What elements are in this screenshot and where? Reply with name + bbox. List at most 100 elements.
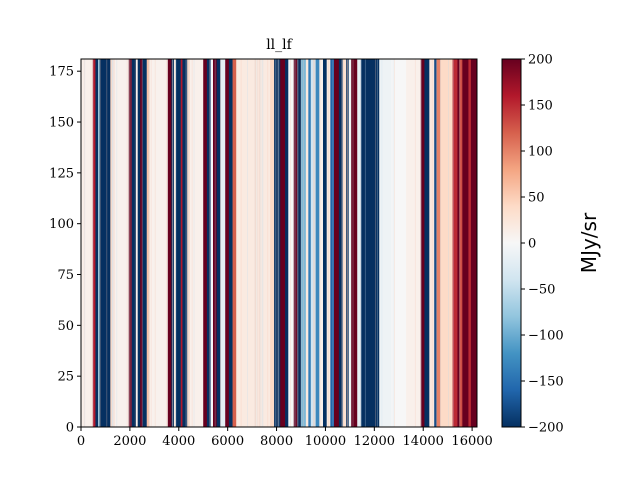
texture-streak [90, 59, 92, 427]
heatmap-band-49 [334, 59, 340, 427]
texture-streak [99, 59, 101, 427]
texture-streak [431, 59, 433, 427]
colorbar-tick-label: 100 [528, 145, 553, 160]
texture-streak [247, 59, 248, 427]
texture-streak [375, 59, 377, 427]
texture-streak [276, 59, 278, 427]
heatmap-band-21 [187, 59, 191, 427]
heatmap-band-50 [338, 59, 343, 427]
texture-streak [113, 59, 115, 427]
heatmap-band-17 [173, 59, 177, 427]
texture-streak [172, 59, 173, 427]
texture-streak [188, 59, 189, 427]
colorbar-tick-label: −200 [528, 421, 564, 436]
texture-streak [191, 59, 193, 427]
x-tick-label: 4000 [162, 434, 195, 449]
texture-streak [113, 59, 115, 427]
y-tick-label: 25 [57, 370, 74, 385]
texture-streak [148, 59, 150, 427]
heatmap-band-7 [128, 59, 133, 427]
texture-streak [448, 59, 449, 427]
heatmap-band-12 [142, 59, 148, 427]
heatmap-band-33 [270, 59, 275, 427]
texture-streak [186, 59, 188, 427]
texture-streak [459, 59, 461, 427]
texture-streak [376, 59, 378, 427]
heatmap-band-54 [351, 59, 358, 427]
texture-streak [347, 59, 348, 427]
texture-streak [141, 59, 143, 427]
texture-streak [341, 59, 343, 427]
heatmap-band-35 [280, 59, 286, 427]
heatmap-band-69 [462, 59, 469, 427]
heatmap-band-6 [112, 59, 130, 427]
heatmap-band-39 [297, 59, 302, 427]
colorbar-tick-label: 50 [528, 191, 545, 206]
texture-streak [314, 59, 316, 427]
texture-streak [130, 59, 132, 427]
heatmap-band-47 [326, 59, 331, 427]
heatmap-band-70 [468, 59, 472, 427]
x-axis: 0 2000 4000 6000 8000 10000 12000 14000 16000 [77, 427, 493, 449]
heatmap-band-26 [213, 59, 218, 427]
texture-streak [126, 59, 128, 427]
heatmap-band-40 [301, 59, 307, 427]
heatmap-band-57 [379, 59, 392, 427]
texture-streak [259, 59, 261, 427]
y-tick-label: 150 [49, 116, 74, 131]
heatmap-band-44 [315, 59, 320, 427]
x-tick-label: 12000 [354, 434, 395, 449]
heatmap-band-43 [310, 59, 317, 427]
texture-streak [361, 59, 362, 427]
heatmap-band-71 [470, 59, 477, 427]
texture-streak [150, 59, 152, 427]
heatmap-band-22 [189, 59, 204, 427]
texture-streak [435, 59, 437, 427]
texture-streak [134, 59, 136, 427]
texture-streak [257, 59, 259, 427]
heatmap-band-55 [357, 59, 362, 427]
heatmap-band-66 [452, 59, 458, 427]
x-tick-label: 0 [77, 434, 85, 449]
y-tick-label: 75 [57, 268, 74, 283]
x-tick-label: 16000 [451, 434, 492, 449]
texture-streak [83, 59, 85, 427]
heatmap-band-45 [319, 59, 324, 427]
heatmap-band-34 [274, 59, 281, 427]
heatmap-band-31 [232, 59, 237, 427]
chart-title: ll_lf [266, 37, 293, 53]
texture-streak [84, 59, 86, 427]
texture-streak [259, 59, 261, 427]
texture-streak [290, 59, 291, 427]
texture-streak [185, 59, 187, 427]
heatmap-band-67 [457, 59, 461, 427]
heatmap-band-32 [236, 59, 271, 427]
texture-streak [240, 59, 242, 427]
texture-streak [116, 59, 118, 427]
heatmap-band-28 [220, 59, 226, 427]
heatmap-texture [83, 59, 461, 427]
heatmap-band-61 [424, 59, 430, 427]
heatmap-band-60 [420, 59, 425, 427]
colorbar-tick-label: 200 [528, 53, 553, 68]
colorbar-tick-label: 0 [528, 237, 536, 252]
texture-streak [300, 59, 302, 427]
heatmap-band-52 [346, 59, 350, 427]
heatmap-band-59 [406, 59, 422, 427]
texture-streak [381, 59, 383, 427]
heatmap-band-37 [288, 59, 295, 427]
texture-streak [414, 59, 416, 427]
heatmap-band-24 [206, 59, 211, 427]
heatmap-band-65 [440, 59, 453, 427]
y-tick-label: 0 [66, 421, 74, 436]
x-tick-label: 2000 [113, 434, 146, 449]
texture-streak [261, 59, 263, 427]
heatmap-band-1 [92, 59, 96, 427]
heatmap-band-0 [81, 59, 94, 427]
texture-streak [270, 59, 272, 427]
heatmap-band-58 [391, 59, 407, 427]
heatmap-band-18 [175, 59, 182, 427]
heatmap-band-15 [167, 59, 172, 427]
heatmap-band-16 [171, 59, 175, 427]
heatmap-band-41 [305, 59, 309, 427]
